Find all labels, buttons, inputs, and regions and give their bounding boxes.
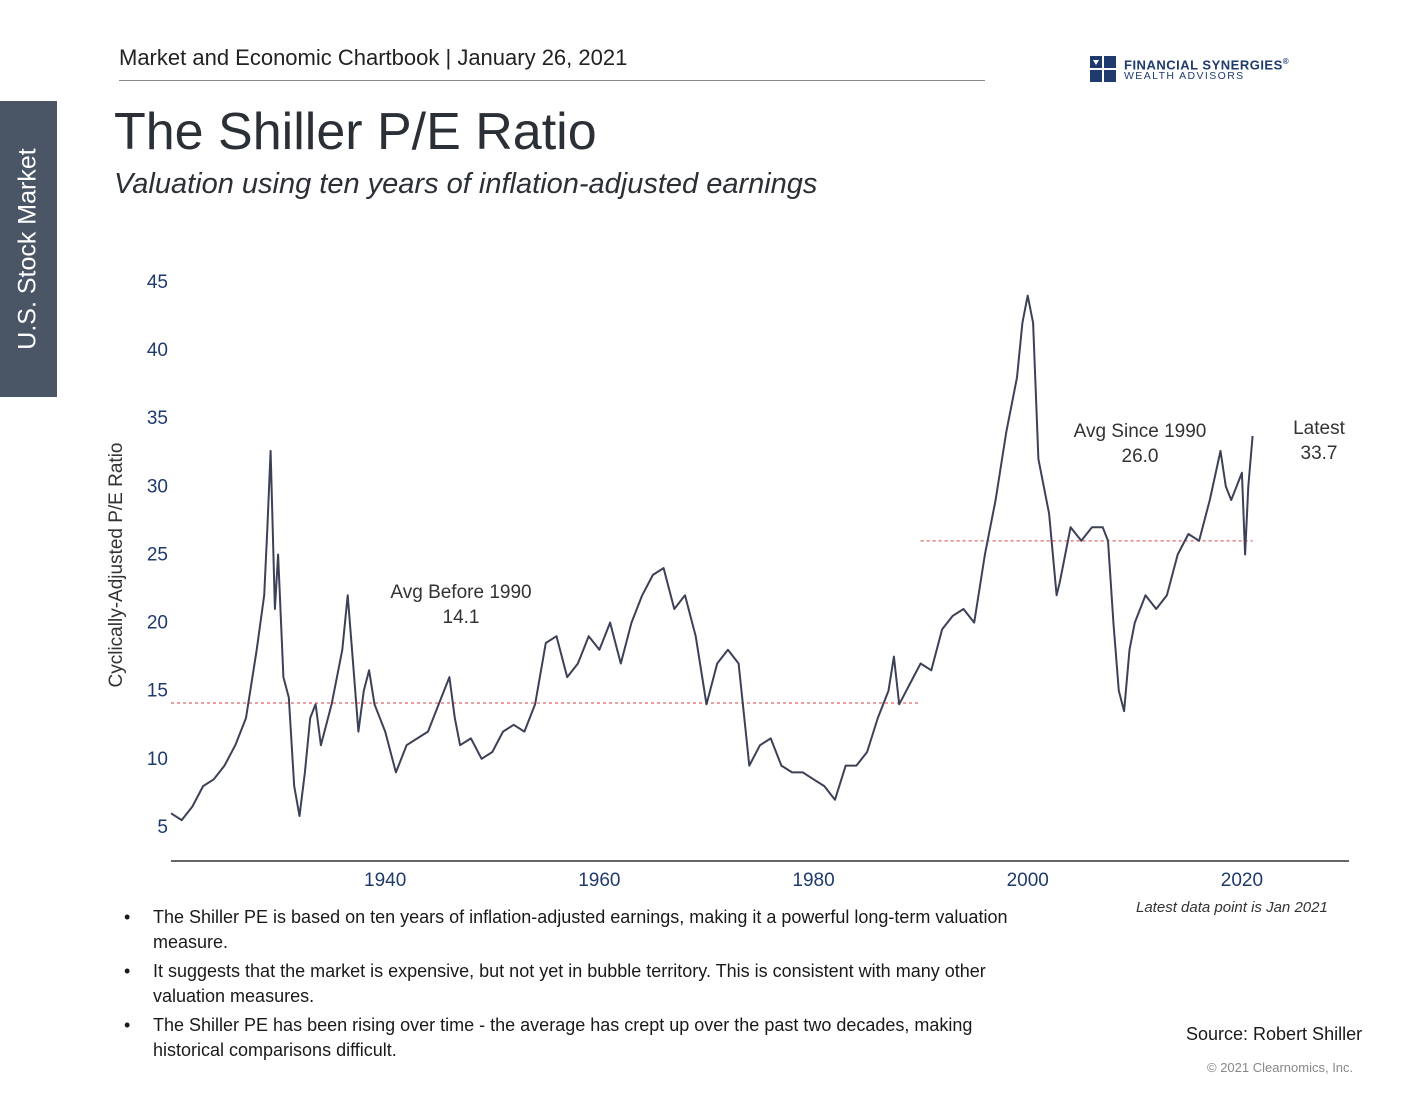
- y-tick-label: 35: [147, 408, 168, 429]
- y-tick-label: 45: [147, 272, 168, 293]
- latest-value: 33.7: [1301, 443, 1338, 464]
- header-divider: [119, 80, 985, 81]
- avg-since-1990-value: 26.0: [1122, 446, 1159, 467]
- bullet-list: The Shiller PE is based on ten years of …: [120, 905, 1030, 1067]
- y-axis-label: Cyclically-Adjusted P/E Ratio: [106, 443, 127, 688]
- x-tick-label: 1980: [792, 870, 834, 891]
- latest-data-footnote: Latest data point is Jan 2021: [1136, 899, 1328, 916]
- bullet-item: The Shiller PE is based on ten years of …: [120, 905, 1030, 955]
- chartbook-header: Market and Economic Chartbook | January …: [119, 45, 628, 70]
- logo-flag-icon: [1090, 56, 1116, 82]
- logo-subline: WEALTH ADVISORS: [1124, 70, 1245, 82]
- shiller-pe-chart: 5 10 15 20 25 30 35 40 45 1940 1960 1980 2000 2020 C…: [106, 272, 1349, 891]
- y-tick-label: 5: [157, 817, 168, 838]
- avg-before-1990-value: 14.1: [443, 607, 480, 628]
- page-title: The Shiller P/E Ratio: [114, 103, 597, 161]
- y-tick-label: 25: [147, 544, 168, 565]
- bullet-item: The Shiller PE has been rising over time…: [120, 1013, 1030, 1063]
- avg-before-1990-label: Avg Before 1990: [390, 582, 531, 603]
- avg-since-1990-label: Avg Since 1990: [1074, 421, 1207, 442]
- x-tick-label: 1960: [578, 870, 620, 891]
- y-tick-label: 40: [147, 340, 168, 361]
- side-tab: [0, 101, 57, 397]
- x-tick-label: 2000: [1007, 870, 1049, 891]
- logo-name: FINANCIAL SYNERGIES®: [1124, 57, 1290, 73]
- source-note: Source: Robert Shiller: [1186, 1024, 1363, 1044]
- latest-label: Latest: [1293, 418, 1345, 439]
- x-tick-label: 2020: [1221, 870, 1263, 891]
- copyright-note: © 2021 Clearnomics, Inc.: [1207, 1060, 1354, 1075]
- y-tick-label: 20: [147, 613, 168, 634]
- x-tick-label: 1940: [364, 870, 406, 891]
- y-tick-label: 10: [147, 749, 168, 770]
- bullet-item: It suggests that the market is expensive…: [120, 959, 1030, 1009]
- y-tick-label: 30: [147, 476, 168, 497]
- page-subtitle: Valuation using ten years of inflation-a…: [114, 168, 818, 200]
- y-tick-label: 15: [147, 681, 168, 702]
- shiller-pe-series-line: [170, 294, 1254, 822]
